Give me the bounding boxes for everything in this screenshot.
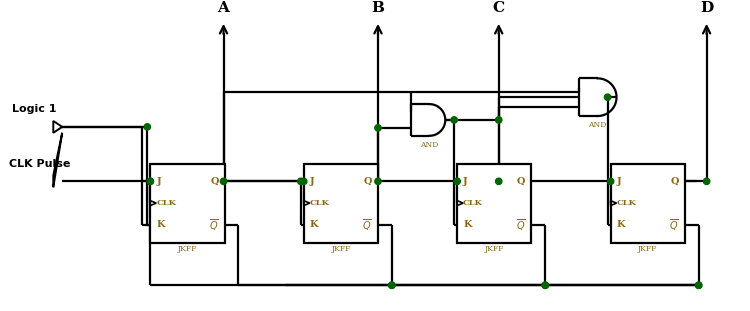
- Text: K: K: [463, 220, 472, 230]
- Bar: [150, 164, 224, 243]
- Text: Logic 1: Logic 1: [12, 104, 56, 114]
- Circle shape: [695, 282, 702, 288]
- Text: AND: AND: [589, 121, 607, 129]
- Text: $\overline{Q}$: $\overline{Q}$: [362, 217, 372, 233]
- Circle shape: [388, 282, 395, 288]
- Circle shape: [496, 178, 502, 184]
- Text: A: A: [217, 1, 229, 15]
- Text: Q: Q: [517, 177, 526, 186]
- Text: J: J: [616, 177, 621, 186]
- Text: $\overline{Q}$: $\overline{Q}$: [209, 217, 218, 233]
- Text: CLK: CLK: [463, 199, 483, 207]
- Circle shape: [496, 117, 502, 123]
- Text: CLK: CLK: [616, 199, 637, 207]
- Text: JKFF: JKFF: [638, 245, 658, 253]
- Text: JKFF: JKFF: [332, 245, 350, 253]
- Bar: [610, 164, 685, 243]
- Circle shape: [704, 178, 710, 184]
- Text: $\overline{Q}$: $\overline{Q}$: [669, 217, 679, 233]
- Bar: [304, 164, 378, 243]
- Text: $\overline{Q}$: $\overline{Q}$: [516, 217, 526, 233]
- Text: Q: Q: [670, 177, 679, 186]
- Circle shape: [375, 125, 381, 131]
- Text: CLK Pulse: CLK Pulse: [9, 159, 70, 169]
- Text: K: K: [616, 220, 625, 230]
- Circle shape: [542, 282, 548, 288]
- Text: D: D: [700, 1, 713, 15]
- Circle shape: [542, 282, 548, 288]
- Bar: [458, 164, 532, 243]
- Text: B: B: [371, 1, 385, 15]
- Text: Q: Q: [364, 177, 372, 186]
- Circle shape: [298, 178, 304, 184]
- Circle shape: [604, 94, 610, 100]
- Circle shape: [144, 124, 151, 130]
- Text: K: K: [156, 220, 165, 230]
- Circle shape: [608, 178, 613, 184]
- Circle shape: [147, 178, 154, 184]
- Text: Q: Q: [210, 177, 218, 186]
- Text: JKFF: JKFF: [484, 245, 504, 253]
- Circle shape: [375, 178, 381, 184]
- Text: JKFF: JKFF: [178, 245, 197, 253]
- Text: AND: AND: [420, 141, 439, 149]
- Text: J: J: [156, 177, 160, 186]
- Text: CLK: CLK: [156, 199, 176, 207]
- Circle shape: [451, 117, 458, 123]
- Circle shape: [301, 178, 307, 184]
- Text: CLK: CLK: [310, 199, 329, 207]
- Text: J: J: [310, 177, 314, 186]
- Text: K: K: [310, 220, 318, 230]
- Text: J: J: [463, 177, 468, 186]
- Circle shape: [147, 178, 154, 184]
- Circle shape: [388, 282, 395, 288]
- Circle shape: [454, 178, 460, 184]
- Text: C: C: [493, 1, 505, 15]
- Circle shape: [220, 178, 226, 184]
- Circle shape: [695, 282, 702, 288]
